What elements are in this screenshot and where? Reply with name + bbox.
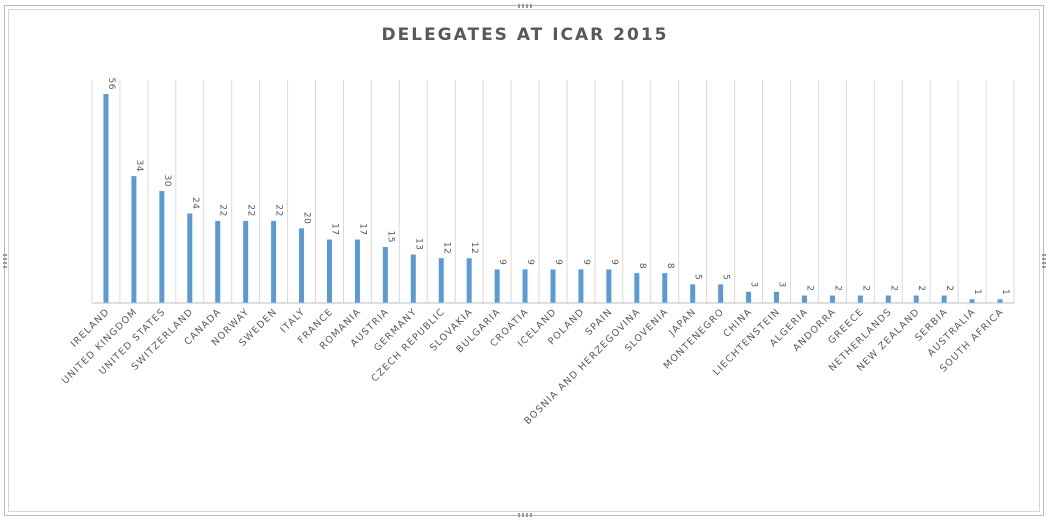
data-label: 5 bbox=[693, 274, 703, 280]
data-label: 12 bbox=[469, 242, 479, 254]
bar[interactable] bbox=[829, 295, 835, 303]
data-label: 20 bbox=[302, 212, 312, 224]
bar[interactable] bbox=[997, 299, 1003, 303]
bar[interactable] bbox=[354, 239, 360, 303]
data-label: 2 bbox=[860, 285, 870, 291]
bar[interactable] bbox=[131, 176, 137, 303]
data-label: 15 bbox=[385, 231, 395, 243]
data-label: 22 bbox=[218, 204, 228, 216]
resize-handle-bottom[interactable] bbox=[518, 513, 532, 517]
data-label: 2 bbox=[916, 285, 926, 291]
bar[interactable] bbox=[774, 291, 780, 303]
resize-handle-left[interactable] bbox=[3, 254, 7, 268]
bar[interactable] bbox=[494, 269, 500, 303]
bar[interactable] bbox=[103, 94, 109, 303]
bar[interactable] bbox=[941, 295, 947, 303]
data-label: 56 bbox=[106, 78, 116, 90]
data-label: 30 bbox=[162, 175, 172, 187]
data-label: 5 bbox=[721, 274, 731, 280]
bar[interactable] bbox=[410, 254, 416, 303]
bar[interactable] bbox=[662, 273, 668, 303]
bar[interactable] bbox=[187, 213, 193, 303]
bar[interactable] bbox=[606, 269, 612, 303]
data-label: 2 bbox=[804, 285, 814, 291]
data-label: 9 bbox=[553, 259, 563, 265]
bar[interactable] bbox=[466, 258, 472, 303]
bars bbox=[103, 94, 1003, 303]
data-label: 12 bbox=[441, 242, 451, 254]
data-label: 9 bbox=[497, 259, 507, 265]
bar[interactable] bbox=[215, 220, 221, 303]
bar[interactable] bbox=[801, 295, 807, 303]
data-label: 17 bbox=[329, 223, 339, 235]
data-label: 22 bbox=[274, 204, 284, 216]
bar[interactable] bbox=[438, 258, 444, 303]
data-label: 9 bbox=[609, 259, 619, 265]
bar[interactable] bbox=[522, 269, 528, 303]
bar[interactable] bbox=[326, 239, 332, 303]
bar[interactable] bbox=[271, 220, 277, 303]
data-label: 8 bbox=[637, 263, 647, 269]
data-label: 9 bbox=[581, 259, 591, 265]
data-label: 3 bbox=[777, 282, 787, 288]
chart-inner-border bbox=[8, 9, 1040, 512]
data-label: 22 bbox=[246, 204, 256, 216]
data-label: 1 bbox=[972, 289, 982, 295]
data-label: 2 bbox=[832, 285, 842, 291]
bar[interactable] bbox=[690, 284, 696, 303]
bar[interactable] bbox=[718, 284, 724, 303]
bar[interactable] bbox=[578, 269, 584, 303]
bar[interactable] bbox=[382, 247, 388, 303]
data-label: 1 bbox=[1000, 289, 1010, 295]
data-label: 34 bbox=[134, 160, 144, 172]
gridlines bbox=[91, 80, 1015, 303]
data-label: 2 bbox=[944, 285, 954, 291]
bar[interactable] bbox=[550, 269, 556, 303]
bar[interactable] bbox=[159, 191, 165, 303]
bar[interactable] bbox=[746, 291, 752, 303]
data-label: 2 bbox=[888, 285, 898, 291]
bar[interactable] bbox=[243, 220, 249, 303]
bar[interactable] bbox=[885, 295, 891, 303]
data-label: 17 bbox=[357, 223, 367, 235]
data-label: 13 bbox=[413, 238, 423, 250]
bar[interactable] bbox=[969, 299, 975, 303]
bar[interactable] bbox=[299, 228, 305, 303]
data-label: 9 bbox=[525, 259, 535, 265]
data-label: 3 bbox=[749, 282, 759, 288]
bar[interactable] bbox=[857, 295, 863, 303]
data-label: 8 bbox=[665, 263, 675, 269]
bar[interactable] bbox=[913, 295, 919, 303]
resize-handle-right[interactable] bbox=[1042, 254, 1046, 268]
data-label: 24 bbox=[190, 197, 200, 209]
chart-title: DELEGATES AT ICAR 2015 bbox=[382, 25, 669, 45]
resize-handle-top[interactable] bbox=[518, 4, 532, 8]
bar[interactable] bbox=[634, 273, 640, 303]
